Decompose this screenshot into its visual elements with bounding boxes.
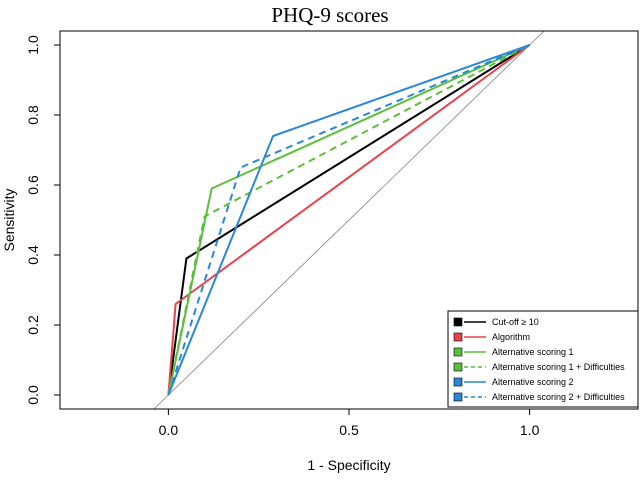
axis-layer: 0.0 0.5 1.0 0.0 0.2 0.4 0.6 0.8 1.0 xyxy=(25,35,540,438)
x-tick-label: 0.0 xyxy=(159,422,179,438)
y-axis-label: Sensitivity xyxy=(1,188,17,251)
y-tick-label: 0.4 xyxy=(25,245,41,265)
legend-swatch xyxy=(453,392,463,402)
series-line-2 xyxy=(167,44,531,396)
series-layer xyxy=(167,44,531,396)
legend-label: Alternative scoring 1 xyxy=(492,347,574,357)
series-line-6 xyxy=(167,44,530,396)
legend-label: Alternative scoring 1 + Difficulties xyxy=(492,362,625,372)
legend-box xyxy=(447,310,639,408)
x-tick-label: 0.5 xyxy=(339,422,359,438)
reference-diagonal-line xyxy=(153,30,545,410)
series-line-1 xyxy=(167,44,531,396)
x-tick-label: 1.0 xyxy=(520,422,540,438)
legend-label: Algorithm xyxy=(492,332,530,342)
chart-title: PHQ-9 scores xyxy=(271,3,388,27)
legend-swatch xyxy=(453,347,463,357)
y-tick-label: 0.6 xyxy=(25,175,41,195)
y-tick-label: 0.8 xyxy=(25,105,41,125)
y-tick-label: 1.0 xyxy=(25,35,41,55)
legend-label: Cut-off ≥ 10 xyxy=(492,317,539,327)
legend-swatch xyxy=(453,332,463,342)
y-tick-label: 0.0 xyxy=(25,385,41,405)
legend-swatch xyxy=(453,377,463,387)
reference-layer xyxy=(153,30,545,410)
legend-swatch xyxy=(453,362,463,372)
y-tick-label: 0.2 xyxy=(25,315,41,335)
legend-swatch xyxy=(453,317,463,327)
x-axis-label: 1 - Specificity xyxy=(307,457,390,473)
legend: Cut-off ≥ 10 Algorithm Alternative scoring… xyxy=(447,310,639,408)
legend-label: Alternative scoring 2 + Difficulties xyxy=(492,392,625,402)
series-line-5 xyxy=(167,44,530,396)
series-line-4 xyxy=(167,44,531,396)
legend-label: Alternative scoring 2 xyxy=(492,377,574,387)
series-line-3 xyxy=(167,44,531,396)
